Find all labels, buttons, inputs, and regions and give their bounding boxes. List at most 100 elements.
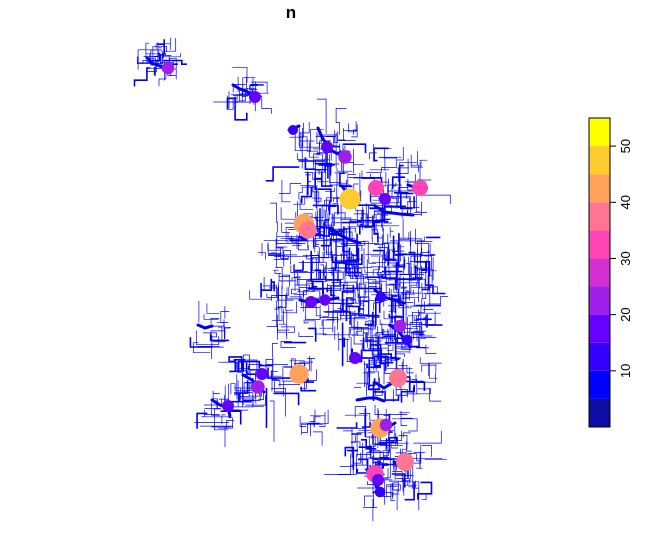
network-segment	[313, 431, 323, 446]
network-segment	[307, 287, 333, 293]
network-segment	[409, 238, 430, 253]
node-marker	[374, 486, 386, 498]
network-segment	[413, 452, 426, 468]
network-segment	[345, 305, 354, 322]
network-segment	[334, 172, 351, 186]
network-segment	[294, 263, 301, 278]
network-segment	[300, 187, 313, 204]
network-segment	[427, 296, 449, 305]
network-segment	[350, 267, 367, 280]
network-segment	[396, 478, 410, 492]
network-segment	[418, 335, 433, 348]
node-marker	[412, 180, 428, 196]
network-segment	[289, 122, 304, 138]
node-marker	[339, 188, 361, 210]
network-segment	[271, 314, 283, 322]
network-segment	[376, 271, 384, 276]
network-segment	[312, 191, 322, 202]
network-segment	[336, 220, 358, 229]
network-segment	[388, 283, 400, 291]
network-segment	[321, 205, 336, 221]
network-segment	[364, 495, 374, 507]
network-segment	[402, 432, 411, 438]
network-segment	[274, 381, 285, 397]
network-segment	[374, 404, 408, 415]
network-segment	[334, 284, 345, 290]
network-segment	[291, 288, 301, 300]
network-segment	[417, 388, 432, 395]
node-marker	[249, 91, 261, 103]
network-segment	[361, 438, 377, 450]
network-segment	[369, 152, 377, 160]
node-marker	[372, 474, 384, 486]
network-segment	[365, 337, 374, 351]
network-segment	[392, 471, 411, 482]
legend-bin-10	[589, 118, 610, 147]
network-segment	[371, 361, 385, 385]
network-segment	[386, 430, 402, 441]
network-segment	[422, 445, 432, 457]
network-segment	[353, 318, 368, 345]
network-segment	[408, 251, 431, 277]
network-segment	[338, 299, 357, 304]
network-segment	[399, 191, 413, 210]
network-segment	[210, 330, 225, 339]
legend-tick-label: 30	[618, 251, 633, 265]
network-segment	[420, 261, 427, 272]
network-segment	[314, 237, 325, 253]
network-segment	[157, 42, 162, 59]
network-segment	[322, 228, 337, 237]
node-marker	[251, 380, 265, 394]
network-segment	[336, 422, 358, 429]
network-segment	[389, 249, 394, 260]
network-segment	[313, 160, 327, 171]
network-segment	[384, 390, 400, 401]
legend-tick-label: 50	[618, 139, 633, 153]
network-segment	[348, 121, 357, 133]
network-segment	[228, 91, 234, 110]
network-segment	[345, 275, 364, 284]
network-segment	[293, 280, 314, 295]
network-segment	[373, 220, 389, 243]
network-segment	[316, 98, 327, 134]
node-marker	[393, 319, 407, 333]
network-segment	[300, 185, 320, 204]
network-segment	[237, 362, 243, 397]
network-segment	[309, 268, 324, 280]
network-segment	[315, 409, 329, 425]
network-segment	[367, 371, 379, 390]
network-segment	[310, 412, 326, 427]
network-segment	[337, 453, 352, 475]
network-segment	[315, 304, 322, 317]
legend-bin-8	[589, 174, 610, 203]
network-segment	[296, 267, 325, 280]
network-segment	[302, 251, 319, 257]
network-segment	[258, 252, 266, 260]
network-segment	[232, 84, 246, 93]
network-segment	[247, 366, 260, 370]
network-segment	[373, 348, 398, 358]
network-segment	[351, 321, 364, 336]
network-segment	[234, 388, 241, 401]
node-marker	[299, 221, 317, 239]
network-segment	[366, 333, 387, 345]
legend-bin-4	[589, 286, 610, 315]
network-segment	[365, 433, 376, 447]
network-segment	[294, 284, 310, 291]
network-segment	[408, 480, 416, 488]
network-segment	[299, 122, 310, 134]
network-segment	[399, 232, 410, 241]
network-segment	[210, 318, 220, 324]
network-segment	[293, 264, 308, 272]
network-segment	[196, 412, 208, 429]
network-segment	[298, 186, 315, 200]
network-segment	[281, 180, 291, 203]
network-segment	[278, 272, 297, 282]
network-segment	[399, 481, 409, 486]
network-segment	[309, 409, 316, 422]
network-segment	[330, 298, 344, 312]
legend-bin-3	[589, 314, 610, 343]
network-segment	[341, 284, 355, 293]
legend-bin-2	[589, 342, 610, 371]
network-segment	[218, 417, 233, 429]
